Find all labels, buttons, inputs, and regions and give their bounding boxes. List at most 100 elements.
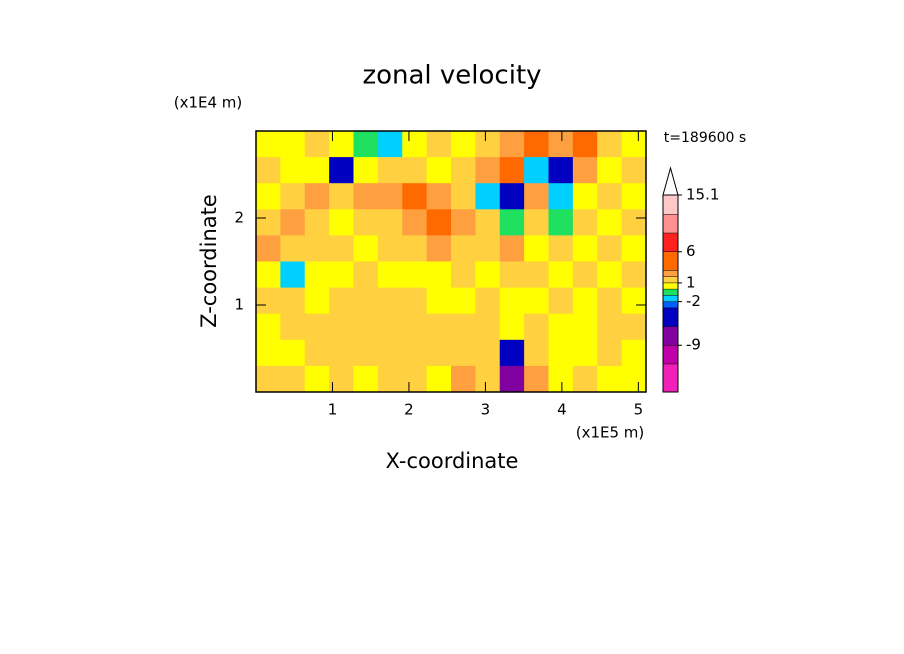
x-tick-label: 4 bbox=[557, 401, 567, 419]
colorbar-band bbox=[663, 289, 678, 296]
contour-cell bbox=[402, 235, 428, 262]
contour-cell bbox=[304, 287, 330, 315]
contour-cell bbox=[402, 313, 428, 341]
plot-frame bbox=[255, 130, 647, 393]
contour-cell bbox=[572, 313, 598, 341]
contour-cell bbox=[621, 287, 647, 315]
contour-cell bbox=[499, 183, 525, 210]
contour-cell bbox=[451, 287, 476, 315]
chart-title: zonal velocity bbox=[362, 61, 541, 91]
contour-field bbox=[256, 131, 647, 393]
contour-cell bbox=[280, 183, 306, 210]
contour-cell bbox=[426, 183, 452, 210]
colorbar-band bbox=[663, 345, 678, 364]
contour-cell bbox=[475, 261, 501, 289]
contour-cell bbox=[475, 365, 501, 393]
contour-cell bbox=[475, 287, 501, 315]
contour-cell bbox=[524, 183, 549, 210]
contour-cell bbox=[451, 157, 476, 184]
contour-cell bbox=[475, 235, 501, 262]
contour-cell bbox=[329, 339, 354, 367]
colorbar: 15.1 6 1-2 -9 bbox=[662, 186, 719, 393]
contour-cell bbox=[426, 235, 452, 262]
contour-cell bbox=[377, 287, 403, 315]
contour-cell bbox=[353, 131, 379, 158]
contour-cell bbox=[353, 287, 379, 315]
contour-cell bbox=[499, 313, 525, 341]
contour-cell bbox=[329, 261, 354, 289]
contour-cell bbox=[621, 339, 647, 367]
contour-cell bbox=[499, 209, 525, 236]
contour-cell bbox=[572, 209, 598, 236]
contour-cell bbox=[548, 183, 574, 210]
contour-cell bbox=[426, 131, 452, 158]
contour-cell bbox=[304, 313, 330, 341]
contour-cell bbox=[572, 261, 598, 289]
contour-cell bbox=[548, 235, 574, 262]
contour-cell bbox=[621, 313, 647, 341]
colorbar-band bbox=[663, 307, 678, 327]
contour-cell bbox=[451, 365, 476, 393]
colorbar-tick-label: -9 bbox=[686, 336, 701, 354]
contour-cell bbox=[304, 339, 330, 367]
contour-cell bbox=[280, 157, 306, 184]
contour-cell bbox=[475, 313, 501, 341]
contour-cell bbox=[499, 339, 525, 367]
contour-cell bbox=[499, 261, 525, 289]
contour-cell bbox=[524, 365, 549, 393]
colorbar-band bbox=[663, 295, 678, 302]
contour-cell bbox=[548, 313, 574, 341]
contour-cell bbox=[597, 365, 623, 393]
colorbar-band bbox=[663, 195, 678, 215]
contour-cell bbox=[402, 157, 428, 184]
contour-cell bbox=[377, 157, 403, 184]
colorbar-band bbox=[663, 276, 678, 283]
contour-cell bbox=[256, 313, 281, 341]
contour-cell bbox=[353, 365, 379, 393]
contour-cell bbox=[451, 313, 476, 341]
contour-cell bbox=[548, 157, 574, 184]
contour-cell bbox=[329, 209, 354, 236]
contour-cell bbox=[377, 365, 403, 393]
contour-cell bbox=[524, 313, 549, 341]
contour-cell bbox=[353, 235, 379, 262]
contour-cell bbox=[548, 209, 574, 236]
contour-cell bbox=[256, 235, 281, 262]
x-unit: (x1E5 m) bbox=[576, 424, 645, 442]
contour-cell bbox=[621, 131, 647, 158]
contour-cell bbox=[572, 235, 598, 262]
contour-cell bbox=[451, 235, 476, 262]
contour-cell bbox=[499, 287, 525, 315]
contour-cell bbox=[304, 261, 330, 289]
contour-cell bbox=[329, 365, 354, 393]
contour-cell bbox=[256, 365, 281, 393]
contour-cell bbox=[597, 339, 623, 367]
contour-cell bbox=[304, 131, 330, 158]
contour-cell bbox=[621, 261, 647, 289]
contour-cell bbox=[280, 209, 306, 236]
contour-cell bbox=[597, 313, 623, 341]
contour-cell bbox=[256, 339, 281, 367]
contour-cell bbox=[426, 365, 452, 393]
contour-cell bbox=[280, 131, 306, 158]
contour-cell bbox=[451, 131, 476, 158]
contour-cell bbox=[475, 183, 501, 210]
contour-cell bbox=[621, 209, 647, 236]
contour-cell bbox=[572, 339, 598, 367]
y-unit: (x1E4 m) bbox=[174, 94, 243, 112]
colorbar-band bbox=[663, 214, 678, 234]
contour-cell bbox=[524, 209, 549, 236]
contour-cell bbox=[548, 365, 574, 393]
contour-cell bbox=[597, 261, 623, 289]
contour-cell bbox=[353, 157, 379, 184]
contour-cell bbox=[353, 261, 379, 289]
contour-cell bbox=[353, 183, 379, 210]
contour-cell bbox=[597, 209, 623, 236]
colorbar-band bbox=[663, 363, 678, 392]
colorbar-band bbox=[663, 282, 678, 290]
contour-cell bbox=[524, 287, 549, 315]
contour-cell bbox=[426, 157, 452, 184]
contour-cell bbox=[353, 209, 379, 236]
contour-cell bbox=[597, 131, 623, 158]
contour-cell bbox=[304, 365, 330, 393]
